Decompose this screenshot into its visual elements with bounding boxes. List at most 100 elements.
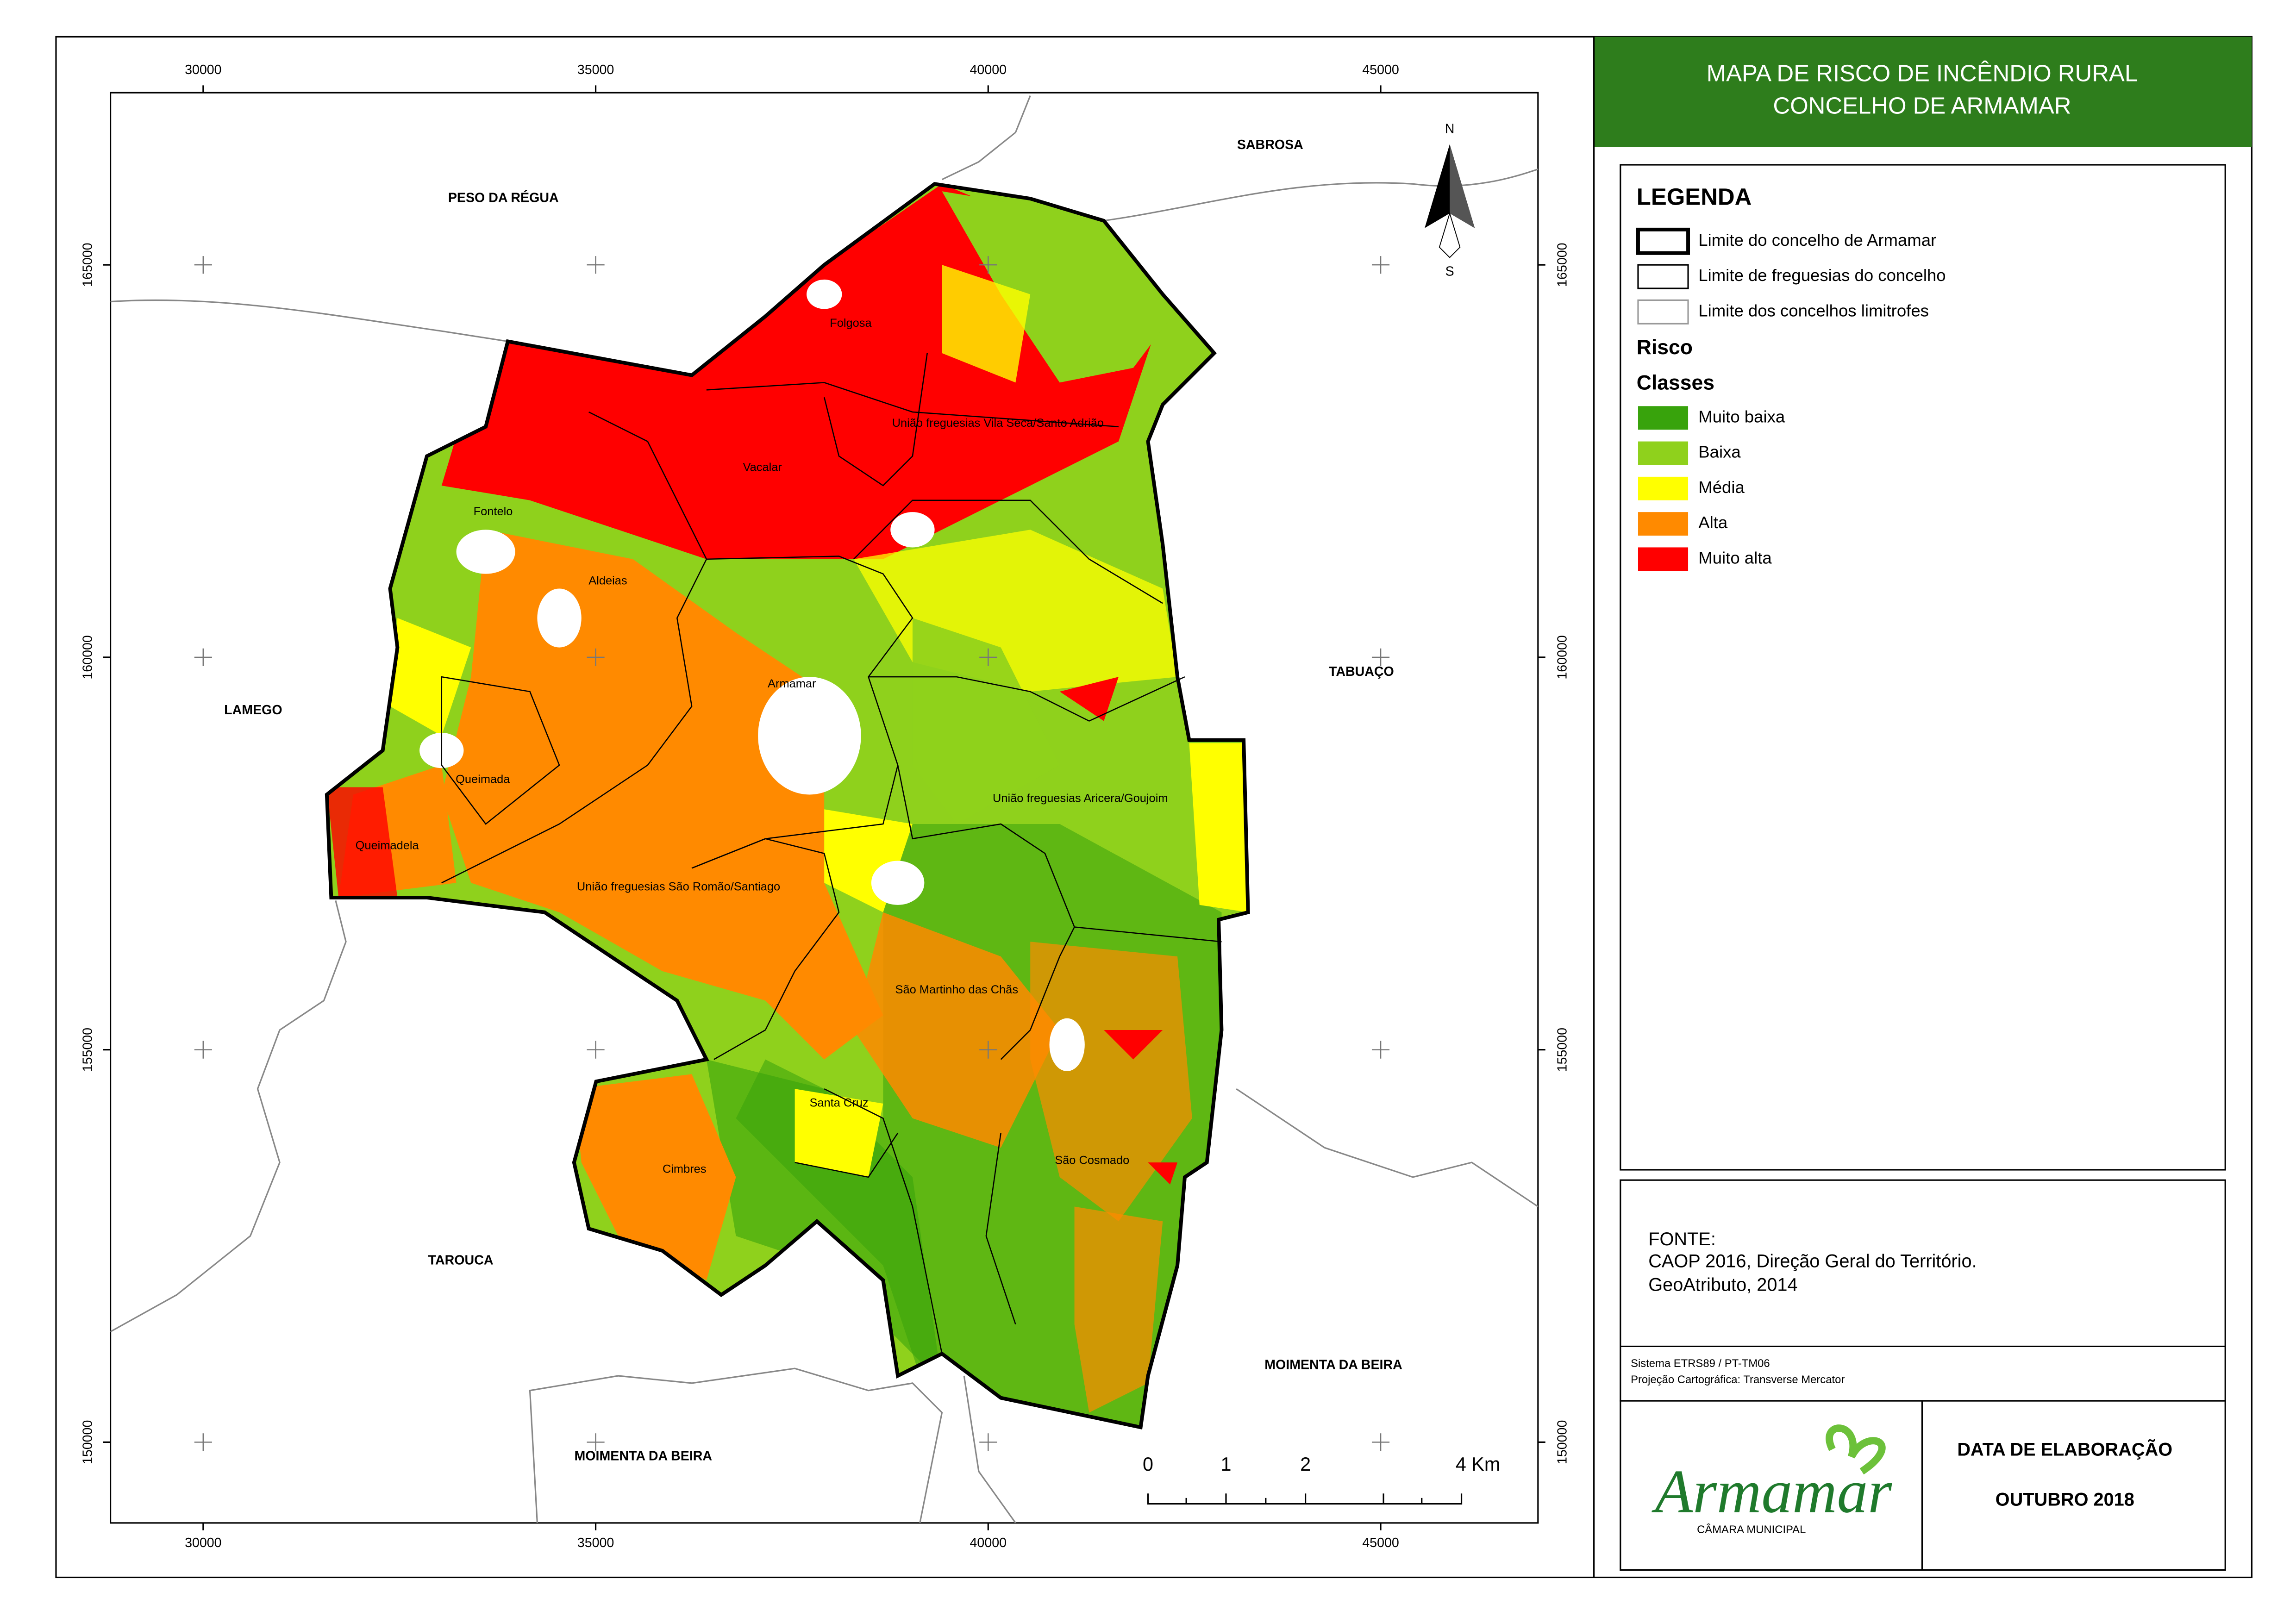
parish-label: União freguesias Aricera/Goujoim <box>993 792 1168 805</box>
x-tick-label: 40000 <box>970 62 1007 77</box>
y-tick-label: 155000 <box>80 1028 95 1072</box>
parish-label: Vacalar <box>743 461 782 474</box>
neighbor-label: SABROSA <box>1237 137 1303 152</box>
risk-patch <box>1104 1030 1163 1060</box>
parish-boundaries <box>441 353 1222 1354</box>
neighbor-label: TABUAÇO <box>1329 664 1394 679</box>
neighbor-label: MOIMENTA DA BEIRA <box>1264 1357 1402 1372</box>
grid-cross <box>587 648 605 666</box>
legend-entry: Limite dos concelhos limitrofes <box>1698 301 1929 320</box>
logo-name: Armamar <box>1652 1457 1893 1525</box>
title: MAPA DE RISCO DE INCÊNDIO RURAL <box>1707 60 2138 87</box>
parish-label: Aldeias <box>588 574 627 587</box>
legend-heading: LEGENDA <box>1637 184 1752 210</box>
risk-patch <box>912 618 1060 824</box>
parish-label: Queimada <box>456 773 510 786</box>
y-tick-label: 160000 <box>80 635 95 679</box>
scale-label: 2 <box>1300 1454 1311 1475</box>
grid-cross <box>194 1433 212 1451</box>
grid-cross <box>979 1433 997 1451</box>
date-heading: DATA DE ELABORAÇÃO <box>1957 1439 2172 1460</box>
scale-label: 1 <box>1220 1454 1231 1475</box>
grid-cross <box>979 1041 997 1059</box>
grid-cross <box>979 648 997 666</box>
neighbor-label: TAROUCA <box>428 1253 494 1268</box>
scale-label: 0 <box>1143 1454 1153 1475</box>
legend-entry: Limite do concelho de Armamar <box>1698 231 1936 250</box>
parish-label: Armamar <box>768 677 816 690</box>
legend-swatch <box>1638 547 1689 571</box>
legend-entry: Muito alta <box>1698 549 1772 568</box>
projection-line: Sistema ETRS89 / PT-TM06 <box>1631 1357 1770 1370</box>
logo-subtitle: CÂMARA MUNICIPAL <box>1697 1523 1806 1536</box>
legend-entry: Muito baixa <box>1698 407 1785 426</box>
grid-cross <box>979 256 997 274</box>
risk-patch <box>853 912 1060 1148</box>
x-tick-label: 45000 <box>1362 62 1399 77</box>
risk-patch <box>1148 1162 1178 1185</box>
risk-patch <box>1074 1206 1163 1413</box>
grid-cross <box>194 256 212 274</box>
parish-label: Fontelo <box>474 505 513 518</box>
grid-cross <box>1371 1041 1390 1059</box>
grid-cross <box>587 256 605 274</box>
scale-bar: 0 1 2 4 Km <box>1143 1454 1500 1505</box>
legend-swatch <box>1638 406 1689 430</box>
parish-label: São Cosmado <box>1055 1154 1129 1167</box>
y-tick-label: 150000 <box>1555 1420 1570 1464</box>
parish-label: Queimadela <box>356 839 419 852</box>
x-tick-label: 45000 <box>1362 1536 1399 1550</box>
y-tick-label: 160000 <box>1555 635 1570 679</box>
grid-cross <box>194 1041 212 1059</box>
north-label: N <box>1445 121 1455 136</box>
title-box <box>1594 37 2252 147</box>
legend-swatch <box>1638 512 1689 536</box>
parish-label: União freguesias Vila Seca/Santo Adrião <box>892 417 1104 430</box>
y-tick-label: 155000 <box>1555 1028 1570 1072</box>
grid-cross <box>587 1433 605 1451</box>
grid-cross <box>1371 1433 1390 1451</box>
risk-patch <box>441 184 1163 559</box>
x-tick-label: 35000 <box>577 1536 614 1550</box>
parish-label: São Martinho das Chãs <box>895 983 1019 996</box>
x-tick-label: 40000 <box>970 1536 1007 1550</box>
risk-patch <box>1059 677 1119 721</box>
parish-label: Cimbres <box>663 1163 707 1176</box>
y-tick-label: 165000 <box>1555 243 1570 287</box>
legend-swatch <box>1638 476 1689 500</box>
risk-patch <box>326 787 398 898</box>
risk-patch <box>1030 942 1192 1222</box>
risk-patch <box>942 265 1031 383</box>
x-tick-label: 30000 <box>185 1536 222 1550</box>
parish-label: Folgosa <box>830 317 872 330</box>
risk-patch <box>390 618 471 736</box>
date-value: OUTUBRO 2018 <box>1996 1490 2134 1510</box>
legend-subheading: Risco <box>1637 336 1693 359</box>
projection-line: Projeção Cartográfica: Transverse Mercat… <box>1631 1373 1845 1386</box>
grid-cross <box>587 1041 605 1059</box>
x-tick-label: 30000 <box>185 62 222 77</box>
grid-cross <box>1371 256 1390 274</box>
legend-entry: Alta <box>1698 513 1728 532</box>
title: CONCELHO DE ARMAMAR <box>1773 92 2071 119</box>
risk-patch <box>795 1089 883 1177</box>
x-tick-label: 35000 <box>577 62 614 77</box>
source-line: CAOP 2016, Direção Geral do Território. <box>1648 1251 1977 1272</box>
grid-cross <box>194 648 212 666</box>
neighbor-label: LAMEGO <box>224 703 282 718</box>
south-label: S <box>1445 264 1454 279</box>
grid-cross <box>1371 648 1390 666</box>
legend-entry: Baixa <box>1698 443 1741 462</box>
source-heading: FONTE: <box>1648 1229 1716 1249</box>
parish-label: Santa Cruz <box>809 1097 868 1110</box>
legend-box <box>1620 164 2226 1171</box>
y-tick-label: 165000 <box>80 243 95 287</box>
risk-patch <box>1189 743 1248 912</box>
sheet-border <box>55 36 2253 1579</box>
neighbor-label: MOIMENTA DA BEIRA <box>574 1448 712 1463</box>
neighbor-boundaries <box>110 95 1539 1523</box>
neighbor-label: PESO DA RÉGUA <box>448 190 559 206</box>
legend-subheading: Classes <box>1637 371 1714 394</box>
parish-label: União freguesias São Romão/Santiago <box>577 880 780 893</box>
